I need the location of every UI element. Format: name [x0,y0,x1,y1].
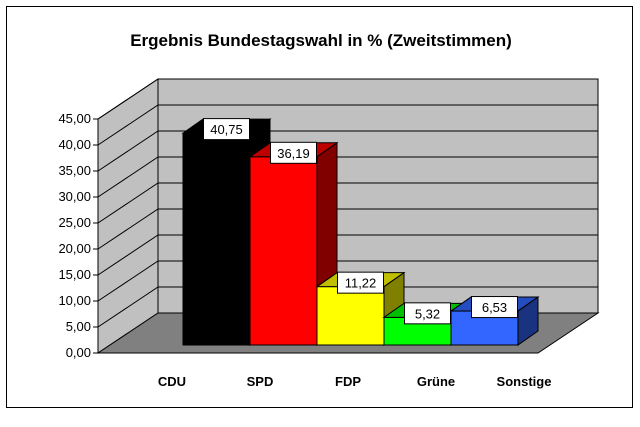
y-tick-label: 35,00 [58,163,91,178]
y-tick-label: 25,00 [58,215,91,230]
bar-front [249,156,318,346]
data-label-text: 11,22 [345,276,377,291]
gridline [97,104,598,146]
gridline [97,234,598,276]
gridline [97,182,598,224]
data-label: 36,19 [270,141,317,164]
y-tick-label: 5,00 [66,319,91,334]
y-tick-label: 30,00 [58,189,91,204]
data-label: 5,32 [404,302,451,325]
bar-front [182,132,251,346]
data-label-box [471,296,518,319]
x-tick-label: CDU [158,374,186,389]
data-labels: 40,75 36,19 11,22 5,32 6,53 [203,118,518,325]
chart-title: Ergebnis Bundestagswahl in % (Zweitstimm… [130,31,512,50]
gridline [97,208,598,250]
y-tick-label: 40,00 [58,137,91,152]
y-tick-label: 15,00 [58,267,91,282]
bar-front [316,286,385,346]
x-tick-label: Sonstige [497,374,552,389]
chart-frame: 0,00 5,00 10,00 15,00 20,00 25,00 30,00 35,00 40… [6,6,633,408]
gridline [97,156,598,198]
y-tick-label: 20,00 [58,241,91,256]
data-label: 6,53 [471,296,518,319]
y-tick-label: 0,00 [66,345,91,360]
data-label-text: 5,32 [415,306,440,321]
y-tick-label: 10,00 [58,293,91,308]
bars [181,118,540,346]
data-label-box [203,118,250,141]
y-axis: 0,00 5,00 10,00 15,00 20,00 25,00 30,00 35,00 40… [58,111,99,360]
x-tick-label: FDP [335,374,361,389]
gridline [97,260,598,302]
gridlines [97,78,598,328]
data-label: 40,75 [203,118,250,141]
data-label-text: 36,19 [277,146,310,161]
data-label-text: 40,75 [210,122,243,137]
data-label: 11,22 [337,271,384,294]
gridline [97,78,598,120]
data-label-box [404,302,451,325]
data-label-box [337,271,384,294]
bar-chart: 0,00 5,00 10,00 15,00 20,00 25,00 30,00 35,00 40… [58,31,600,389]
side-wall [97,78,159,354]
data-label-text: 6,53 [482,300,507,315]
x-axis: CDU SPD FDP Grüne Sonstige [98,352,552,389]
gridline [97,286,598,328]
y-tick-label: 45,00 [58,111,91,126]
gridline [97,130,598,172]
x-tick-label: SPD [247,374,274,389]
data-label-box [270,141,317,164]
x-tick-label: Grüne [417,374,455,389]
bar-side [517,296,539,346]
